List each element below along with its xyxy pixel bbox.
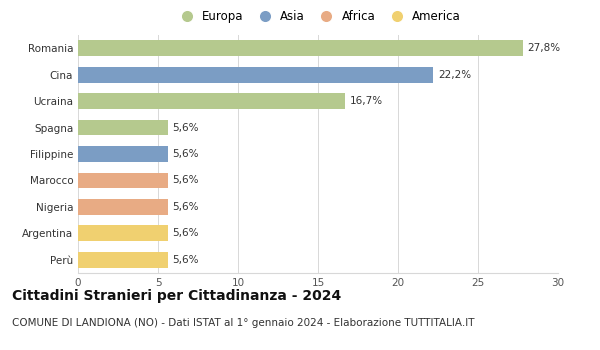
Text: 22,2%: 22,2% [438,70,471,80]
Legend: Europa, Asia, Africa, America: Europa, Asia, Africa, America [170,5,466,28]
Bar [78,225,167,241]
Text: 5,6%: 5,6% [172,228,199,238]
Bar [78,67,433,83]
Text: 27,8%: 27,8% [527,43,561,53]
Text: 5,6%: 5,6% [172,175,199,186]
Text: 5,6%: 5,6% [172,149,199,159]
Bar [78,146,167,162]
Text: Cittadini Stranieri per Cittadinanza - 2024: Cittadini Stranieri per Cittadinanza - 2… [12,289,341,303]
Text: 5,6%: 5,6% [172,122,199,133]
Text: COMUNE DI LANDIONA (NO) - Dati ISTAT al 1° gennaio 2024 - Elaborazione TUTTITALI: COMUNE DI LANDIONA (NO) - Dati ISTAT al … [12,318,475,329]
Bar [78,173,167,188]
Bar [78,120,167,135]
Text: 5,6%: 5,6% [172,255,199,265]
Bar [78,199,167,215]
Bar [78,93,345,109]
Text: 16,7%: 16,7% [350,96,383,106]
Bar [78,252,167,268]
Text: 5,6%: 5,6% [172,202,199,212]
Bar [78,40,523,56]
